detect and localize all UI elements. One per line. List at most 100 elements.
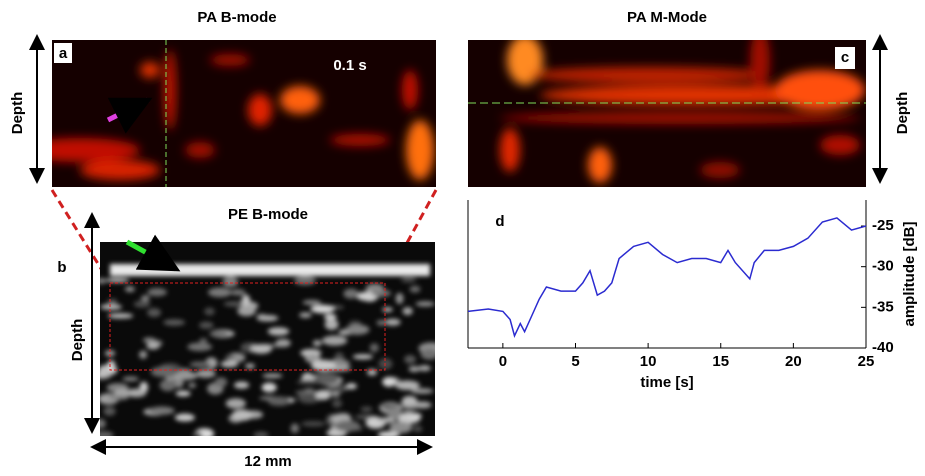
scale-label: 0.1 s (333, 57, 366, 74)
texture-blob (345, 324, 370, 335)
texture-blob (301, 421, 326, 427)
texture-blob (387, 407, 402, 419)
texture-blob (324, 319, 339, 330)
texture-blob (360, 406, 373, 413)
texture-blob (199, 338, 208, 344)
texture-blob (700, 162, 740, 178)
texture-blob (409, 285, 421, 293)
x-tick-label: 25 (858, 353, 875, 370)
texture-blob (103, 406, 116, 416)
x-tick-label: 15 (712, 353, 729, 370)
texture-blob (108, 395, 129, 401)
texture-blob (326, 385, 348, 393)
texture-blob (402, 307, 413, 316)
texture-blob (389, 421, 413, 434)
texture-blob (233, 381, 250, 389)
texture-blob (198, 321, 214, 329)
texture-blob (321, 335, 348, 346)
axis-label: Depth (9, 92, 26, 135)
texture-blob (165, 376, 182, 381)
texture-blob (290, 423, 300, 434)
texture-blob (140, 62, 160, 78)
texture-blob (261, 382, 277, 393)
texture-blob (133, 300, 151, 308)
data-line (467, 217, 867, 338)
texture-blob (148, 406, 175, 415)
texture-blob (104, 350, 116, 357)
texture-blob (275, 338, 291, 348)
texture-blob (335, 420, 361, 432)
texture-blob (413, 401, 432, 409)
texture-blob (302, 299, 322, 306)
texture-blob (315, 389, 331, 401)
texture-blob (248, 94, 272, 126)
axis-label: Depth (69, 319, 86, 362)
texture-blob (174, 377, 184, 388)
texture-blob (231, 409, 253, 421)
texture-blob (146, 341, 160, 350)
texture-blob (820, 135, 860, 155)
x-tick-label: 20 (785, 353, 802, 370)
texture-blob (138, 350, 148, 359)
texture-blob (220, 360, 238, 368)
texture-blob (384, 318, 401, 326)
texture-blob (100, 418, 106, 429)
texture-blob (500, 128, 520, 172)
texture-blob (126, 388, 147, 398)
texture-blob (294, 276, 316, 286)
panel-label: a (59, 45, 68, 62)
texture-blob (163, 319, 186, 326)
texture-blob (352, 354, 374, 360)
texture-blob (382, 376, 396, 387)
texture-blob (267, 327, 290, 336)
texture-blob (187, 342, 213, 352)
texture-blob (124, 286, 135, 293)
texture-blob (250, 344, 272, 354)
texture-blob (310, 304, 335, 314)
texture-blob (330, 134, 390, 146)
texture-blob (420, 349, 435, 360)
panel-label: b (57, 259, 66, 276)
texture-blob (204, 307, 215, 316)
texture-blob (142, 337, 156, 343)
connector (383, 189, 438, 284)
texture-blob (418, 365, 431, 372)
texture-blob (140, 295, 150, 302)
texture-blob (345, 383, 357, 390)
texture-blob (280, 86, 320, 114)
texture-blob (366, 368, 378, 376)
texture-blob (107, 360, 116, 372)
texture-blob (402, 70, 418, 110)
texture-blob (225, 398, 246, 409)
texture-blob (230, 289, 246, 296)
texture-blob (207, 287, 232, 298)
texture-blob (500, 112, 860, 124)
texture-blob (330, 392, 341, 397)
texture-blob (241, 294, 251, 306)
texture-blob (296, 379, 322, 385)
panel-title: PA B-mode (197, 9, 276, 26)
x-axis-label: time [s] (640, 374, 693, 391)
texture-blob (365, 283, 384, 293)
texture-blob (105, 278, 130, 283)
texture-blob (324, 313, 337, 321)
y-axis-label: amplitude [dB] (901, 222, 918, 327)
texture-blob (147, 308, 162, 318)
panel-label: c (841, 49, 849, 66)
chart: d time [s] amplitude [dB] 0 5 10 15 20 25-40 -… (467, 200, 918, 391)
x-tick-label: 5 (571, 353, 579, 370)
texture-blob (185, 142, 215, 158)
texture-blob (159, 379, 176, 392)
texture-blob (413, 425, 423, 432)
texture-blob (369, 343, 379, 353)
panel-title: PE B-mode (228, 206, 308, 223)
texture-blob (225, 354, 235, 360)
image-texture (100, 264, 435, 436)
texture-blob (415, 301, 435, 307)
texture-blob (237, 306, 256, 317)
texture-blob (256, 314, 279, 322)
texture-blob (253, 431, 269, 436)
texture-blob (262, 373, 283, 378)
texture-blob (52, 138, 140, 162)
